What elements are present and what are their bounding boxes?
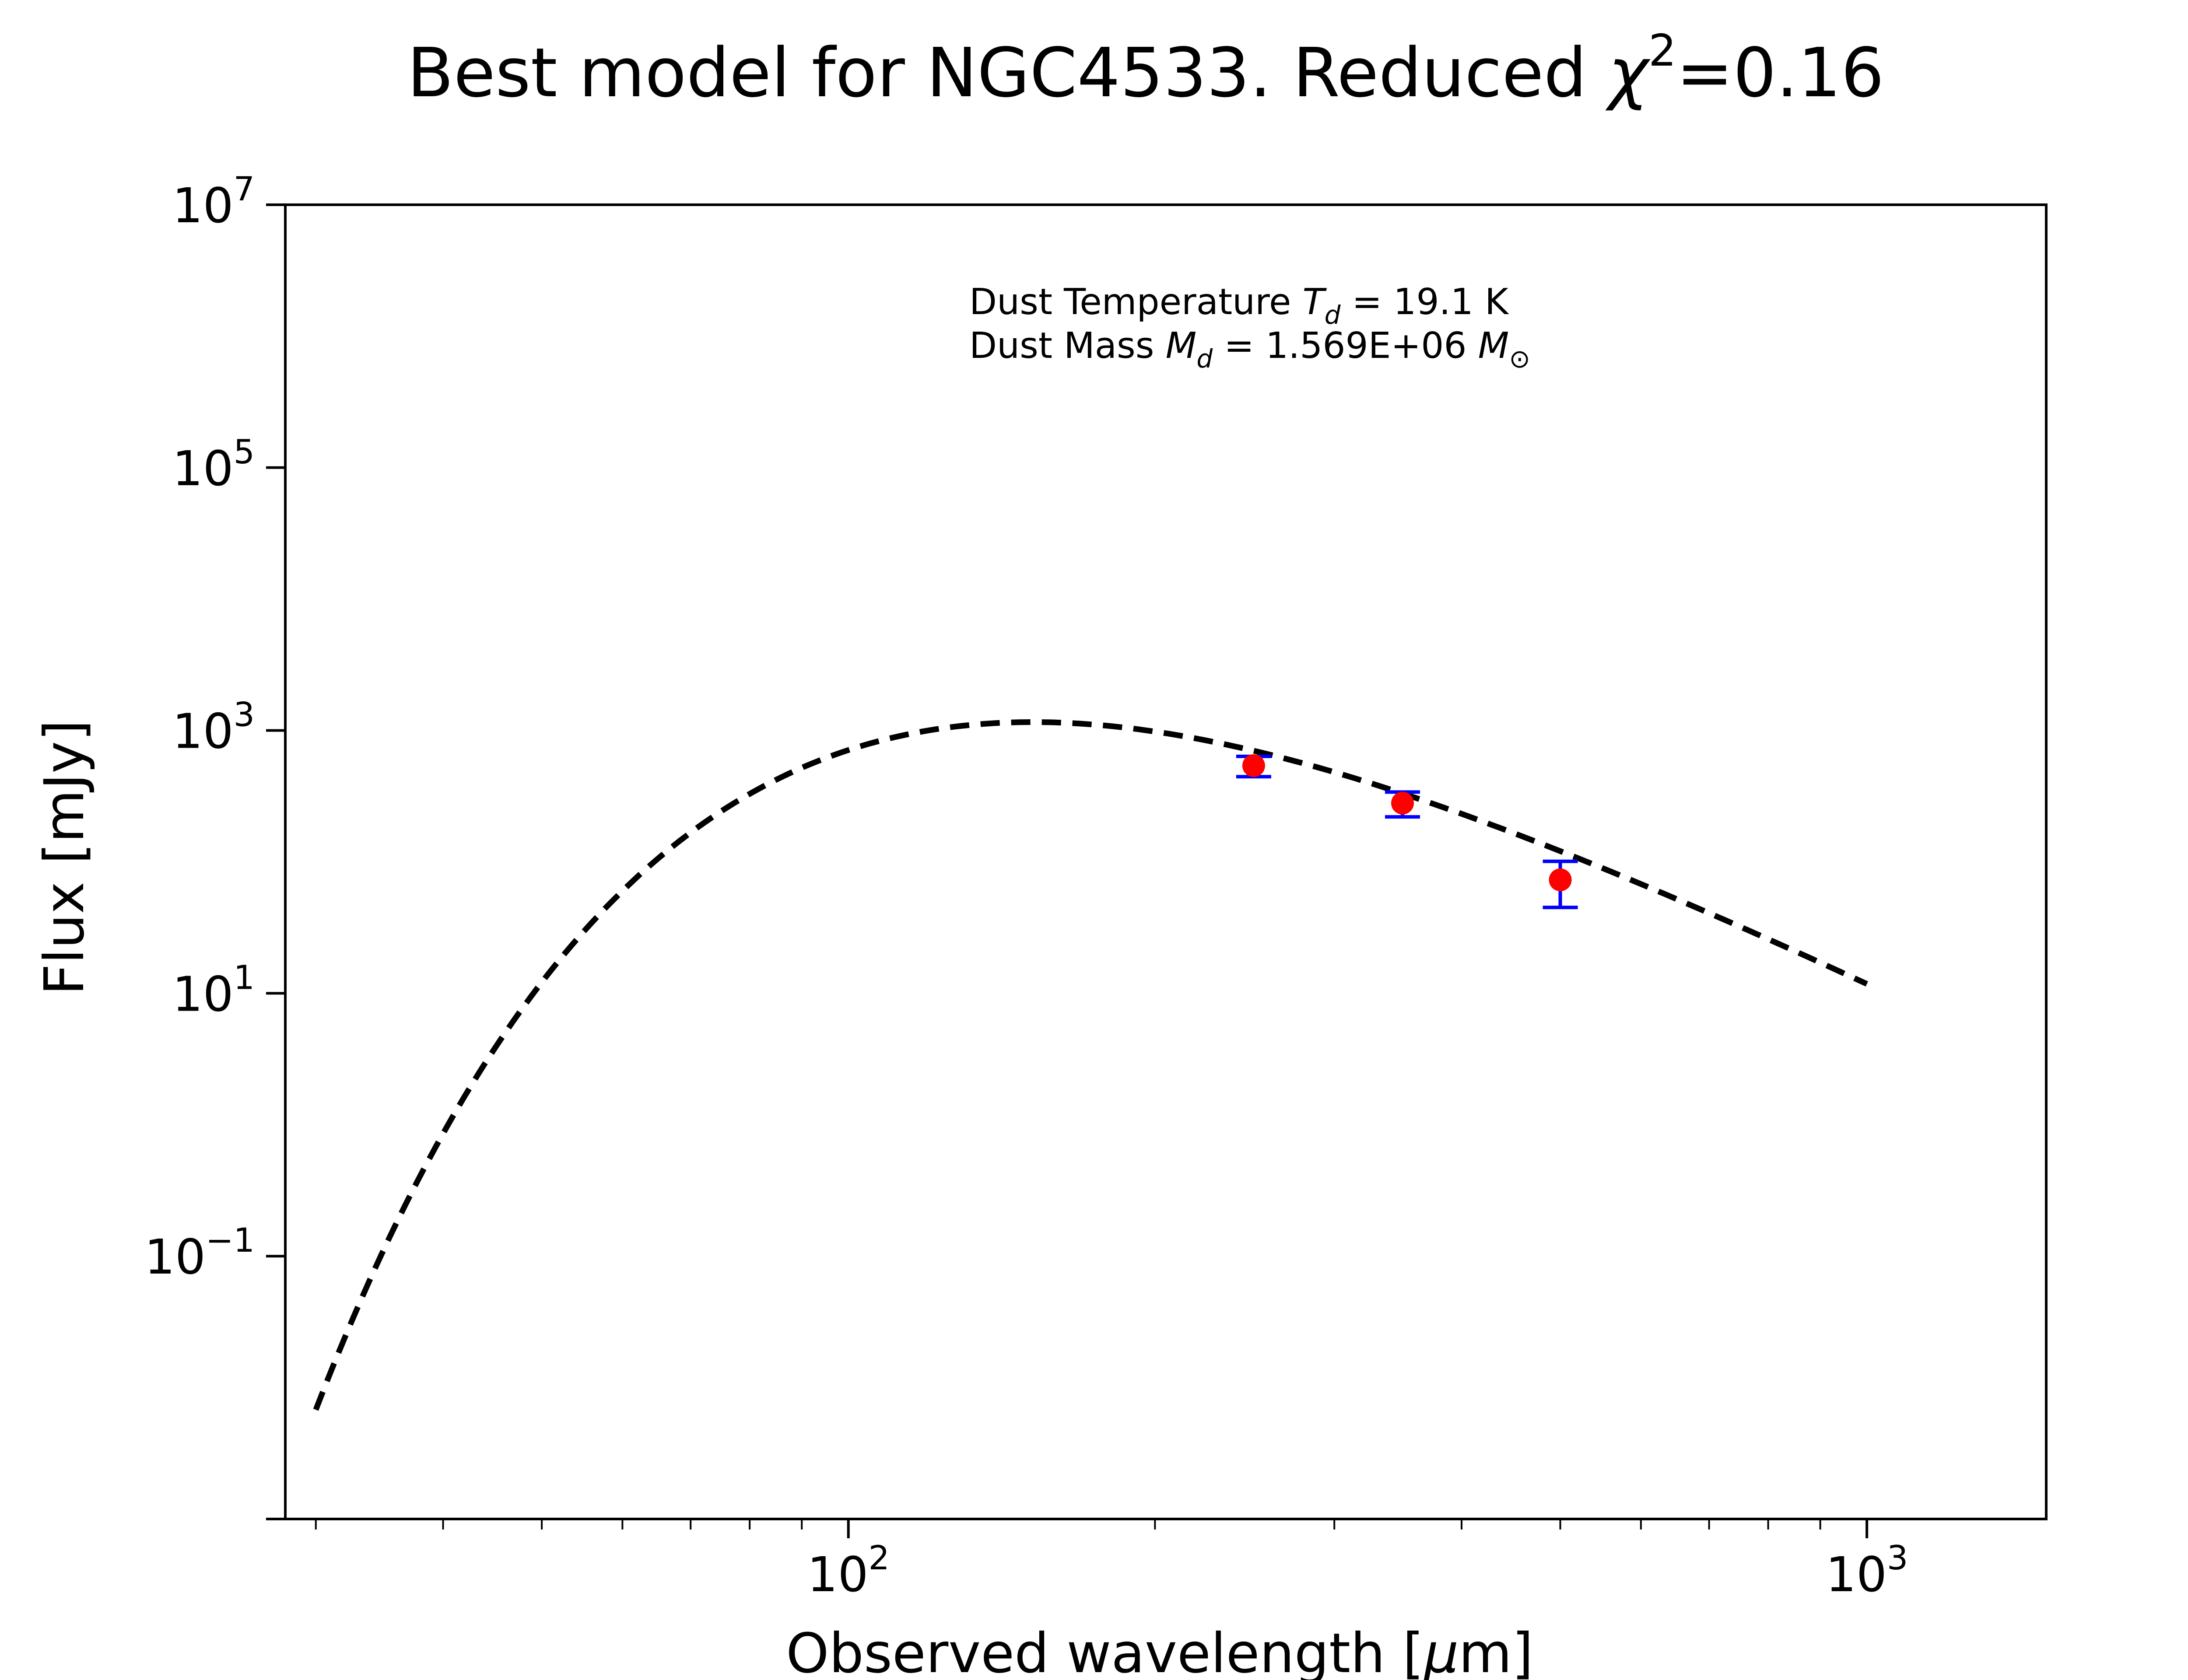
y-axis-label: Flux [mJy] [33,720,96,995]
y-tick-label: 105 [172,432,255,497]
data-point [1549,868,1572,892]
x-axis-ticks [315,1519,1869,1538]
y-tick-label: 103 [172,695,255,760]
data-point [1391,791,1414,815]
plot-area-frame [284,203,2048,1520]
error-bars [1236,754,1578,910]
data-point [1242,754,1265,777]
x-axis-tick-labels: 102 103 [807,1538,1908,1603]
y-tick-label: 107 [172,169,255,234]
y-axis-tick-labels: 10−1 101 103 105 107 [144,169,255,1285]
dust-temperature-annotation: Dust Temperature Td = 19.1 K [969,281,1509,330]
dust-mass-annotation: Dust Mass Md = 1.569E+06 M⊙ [969,325,1530,374]
y-axis-ticks [266,203,285,1520]
model-sed-curve [313,719,1868,1411]
y-tick-label: 101 [172,958,255,1022]
x-axis-label: Observed wavelength [μm] [786,1622,1533,1680]
data-points [1242,754,1572,892]
x-tick-label: 103 [1826,1538,1908,1603]
y-tick-label: 10−1 [144,1221,255,1285]
chart-title: Best model for NGC4533. Reduced χ2=0.16 [407,25,1884,112]
x-tick-label: 102 [807,1538,890,1603]
